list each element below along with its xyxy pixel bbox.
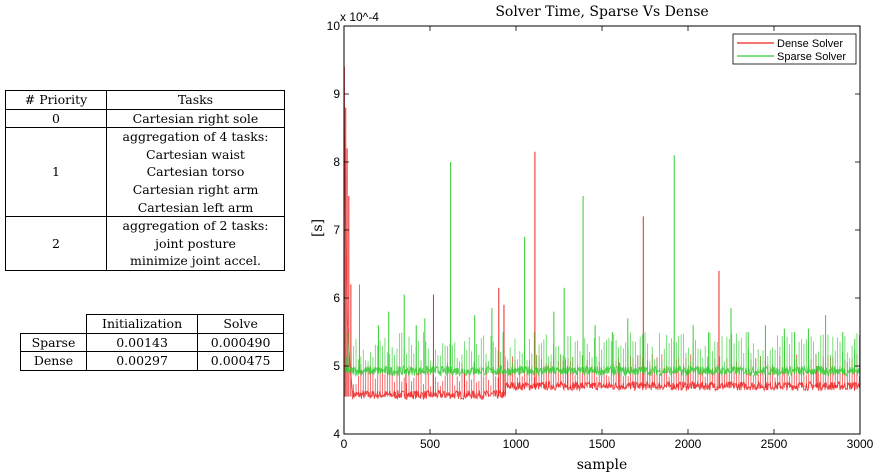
legend-label-dense: Dense Solver — [777, 38, 843, 50]
tasks-cell: aggregation of 2 tasks: joint posture mi… — [106, 216, 285, 271]
table-row: Sparse 0.00143 0.000490 — [20, 332, 284, 353]
x-tick-label: 0 — [341, 437, 348, 451]
table-row: 1 aggregation of 4 tasks: Cartesian wais… — [5, 127, 285, 218]
x-axis-label: sample — [577, 457, 628, 473]
y-tick-label: 5 — [333, 359, 340, 373]
priority-cell: 0 — [5, 108, 107, 129]
chart-title: Solver Time, Sparse Vs Dense — [495, 4, 708, 20]
timing-table-header: Initialization Solve — [20, 314, 284, 334]
tasks-cell: Cartesian right sole — [106, 108, 285, 129]
init-value: 0.00297 — [85, 351, 199, 371]
x-tick-label: 2500 — [761, 437, 788, 451]
solve-value: 0.000490 — [197, 332, 284, 353]
header-corner — [20, 314, 87, 334]
y-tick-label: 8 — [333, 155, 340, 169]
priority-table-header: # Priority Tasks — [5, 90, 285, 110]
priority-cell: 1 — [5, 127, 107, 218]
solver-time-chart: 0 500 1000 1500 2000 2500 3000 4 5 6 7 8 9 10 Solver … — [310, 4, 874, 473]
task-line: Cartesian waist — [146, 146, 245, 162]
tasks-cell: aggregation of 4 tasks: Cartesian waist … — [106, 127, 285, 218]
task-line: Cartesian torso — [146, 164, 245, 180]
x-tick-label: 2000 — [675, 437, 702, 451]
x-tick-label: 1500 — [589, 437, 616, 451]
y-tick-label: 10 — [327, 19, 341, 33]
header-solve: Solve — [197, 314, 284, 334]
priority-cell: 2 — [5, 216, 107, 271]
task-line: Cartesian right sole — [132, 110, 259, 126]
y-tick-label: 6 — [333, 291, 340, 305]
series-sparse — [343, 155, 861, 378]
task-line: Cartesian left arm — [137, 199, 254, 215]
task-line: joint posture — [155, 235, 236, 251]
header-initialization: Initialization — [85, 314, 199, 334]
task-line: aggregation of 4 tasks: — [122, 129, 269, 145]
table-row: 2 aggregation of 2 tasks: joint posture … — [5, 216, 285, 271]
y-tick-label: 4 — [333, 427, 340, 441]
x-tick-label: 3000 — [847, 437, 874, 451]
x-tick-label: 1000 — [503, 437, 530, 451]
table-row: Dense 0.00297 0.000475 — [20, 351, 284, 371]
header-tasks: Tasks — [106, 90, 285, 110]
legend-label-sparse: Sparse Solver — [777, 51, 846, 63]
header-priority: # Priority — [5, 90, 107, 110]
priority-table: # Priority Tasks 0 Cartesian right sole … — [5, 90, 285, 271]
legend-box — [732, 33, 857, 65]
solve-value: 0.000475 — [197, 351, 284, 371]
y-axis-multiplier: x 10^-4 — [340, 10, 379, 24]
row-label: Dense — [20, 351, 87, 371]
init-value: 0.00143 — [85, 332, 199, 353]
row-label: Sparse — [20, 332, 87, 353]
y-axis-label: [s] — [310, 219, 326, 237]
table-row: 0 Cartesian right sole — [5, 108, 285, 129]
x-tick-label: 500 — [420, 437, 440, 451]
chart-legend: Dense Solver Sparse Solver — [732, 33, 857, 65]
timing-table: Initialization Solve Sparse 0.00143 0.00… — [20, 314, 284, 371]
task-line: aggregation of 2 tasks: — [122, 218, 269, 234]
series-trace — [343, 93, 861, 401]
y-tick-label: 9 — [333, 87, 340, 101]
task-line: minimize joint accel. — [130, 253, 261, 269]
task-line: Cartesian right arm — [132, 181, 259, 197]
y-tick-label: 7 — [333, 223, 340, 237]
